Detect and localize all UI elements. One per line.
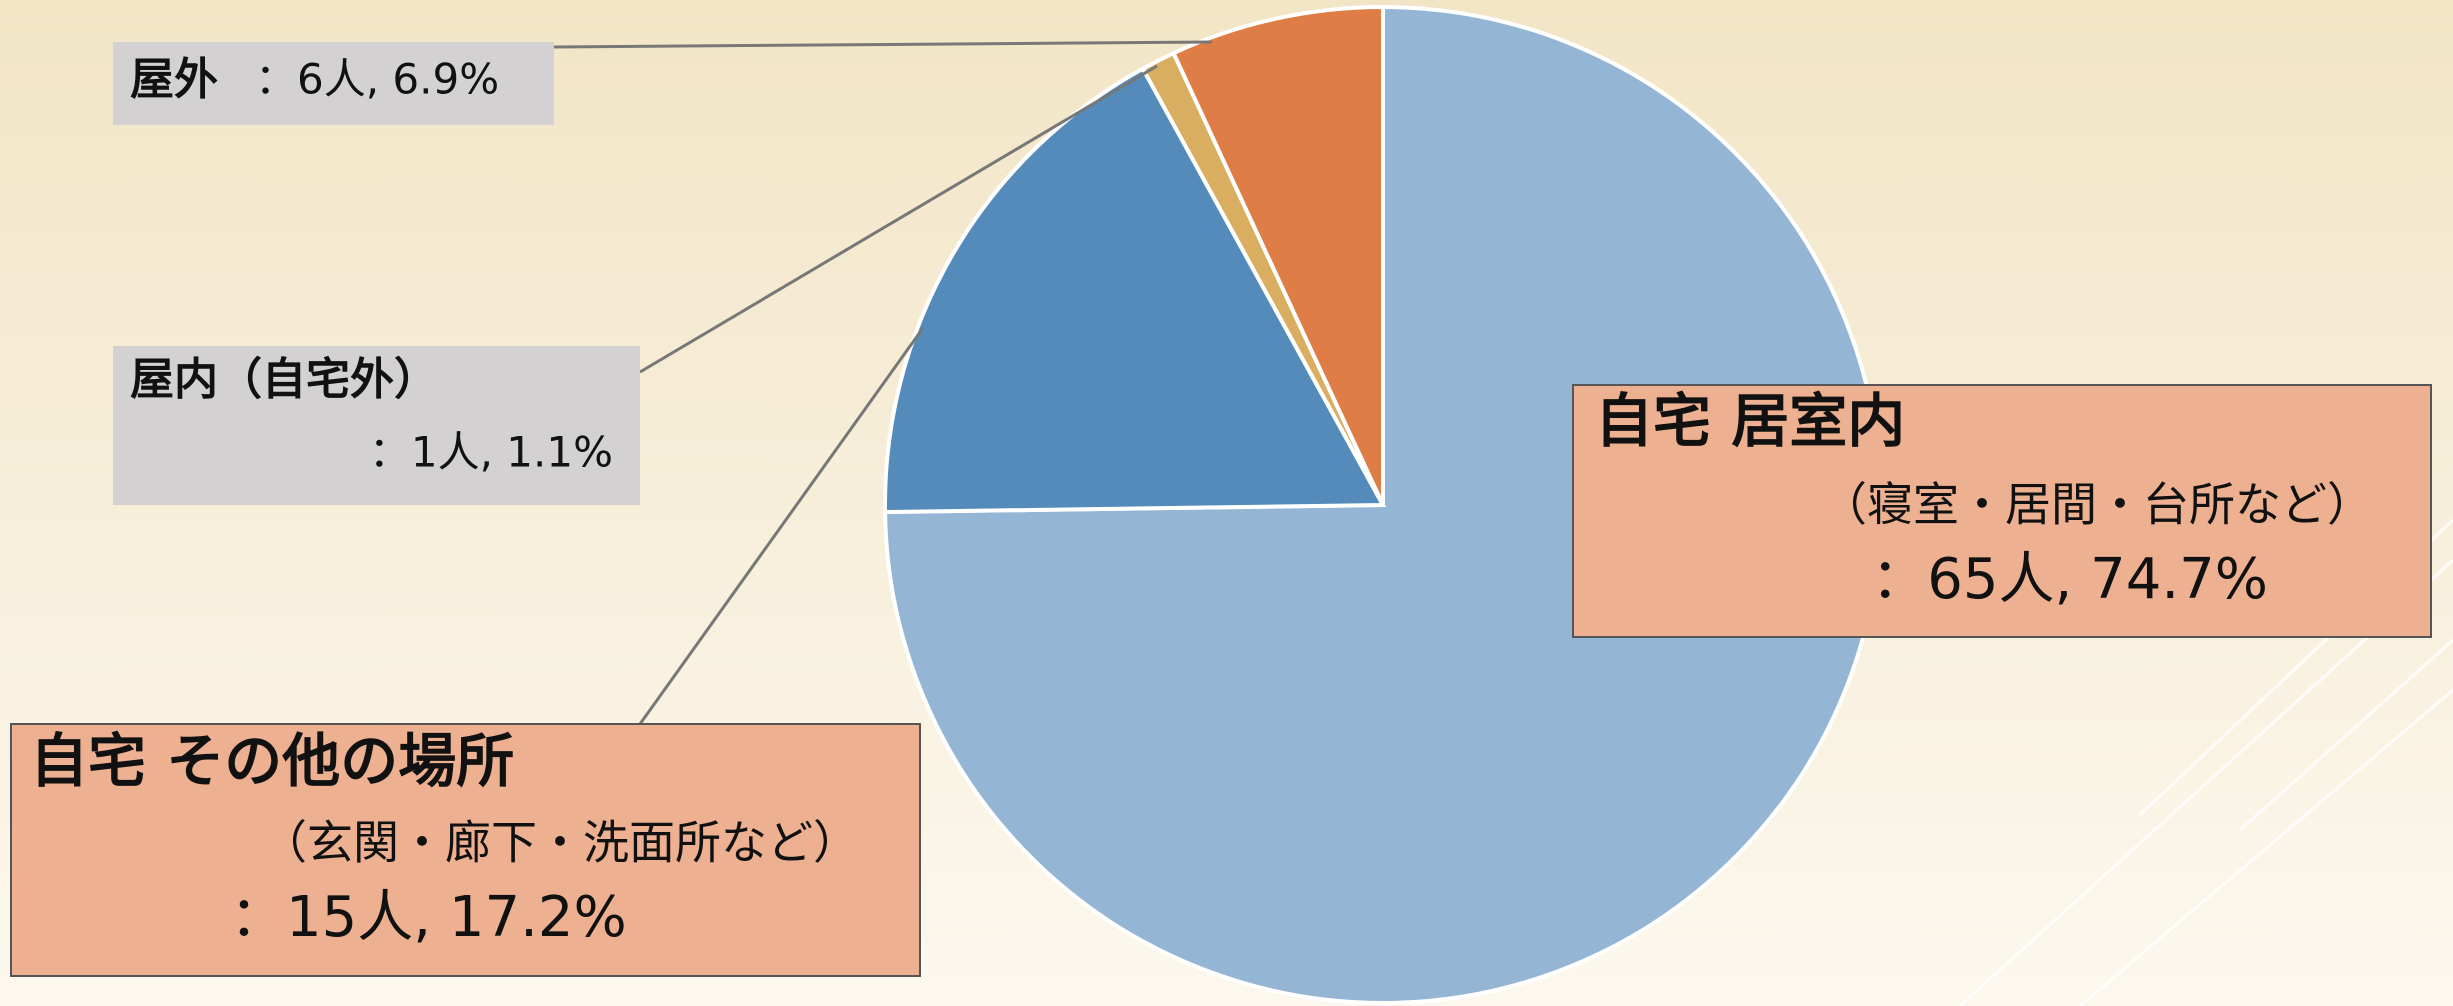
pie-slice xyxy=(1170,4,1385,506)
value-label: ：65人, 74.7% xyxy=(1871,547,2268,612)
pie xyxy=(883,4,1883,1005)
category-label: 自宅 居室内 xyxy=(1595,387,1905,455)
label-box xyxy=(113,346,640,505)
category-description: （玄関・廊下・洗面所など） xyxy=(261,816,859,870)
value-label: ：1人, 1.1% xyxy=(369,428,613,477)
leader-line xyxy=(638,327,925,725)
leader-line xyxy=(553,40,1213,49)
value-label: ：15人, 17.2% xyxy=(230,885,627,950)
value-label: ：6人, 6.9% xyxy=(255,55,499,104)
label-box xyxy=(113,42,554,125)
leader-line xyxy=(639,64,1158,374)
label-box xyxy=(1572,384,2432,638)
label-box xyxy=(10,723,921,977)
leader-lines xyxy=(553,40,1213,725)
category-description: （寝室・居間・台所など） xyxy=(1821,478,2373,532)
category-label: 屋内（自宅外） xyxy=(130,354,438,405)
category-label: 屋外 xyxy=(130,54,218,105)
pie-slice xyxy=(883,66,1387,515)
category-label: 自宅 その他の場所 xyxy=(30,727,514,795)
